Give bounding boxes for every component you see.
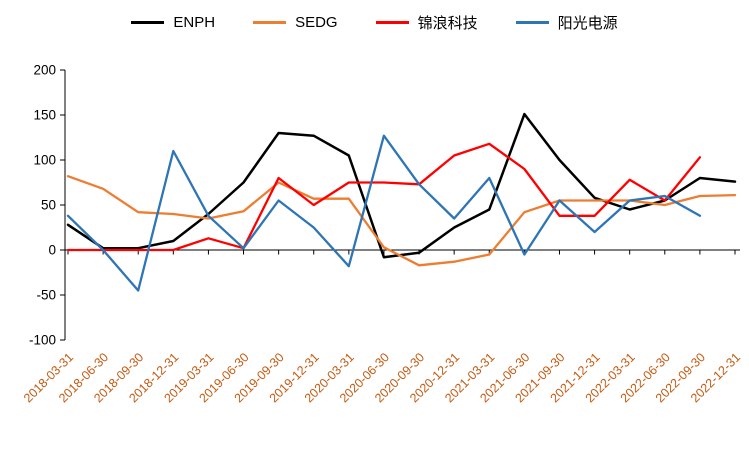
series-line-阳光电源	[66, 134, 702, 292]
legend-item-1: ENPH	[131, 14, 215, 31]
series-line-SEDG	[66, 175, 737, 267]
y-axis-label: 0	[48, 243, 56, 258]
legend-label: 阳光电源	[557, 15, 618, 32]
legend: ENPH SEDG 锦浪科技 阳光电源	[0, 12, 749, 33]
legend-line-swatch	[131, 21, 165, 24]
y-axis-label: -50	[36, 288, 56, 303]
legend-item-2: SEDG	[253, 14, 338, 31]
legend-label: ENPH	[173, 14, 216, 31]
y-axis-label: 100	[33, 153, 56, 168]
legend-item-3: 锦浪科技	[375, 12, 478, 33]
series-line-ENPH	[66, 112, 737, 259]
legend-line-swatch	[375, 21, 409, 24]
y-axis-label: 150	[33, 108, 56, 123]
y-axis-label: 200	[33, 63, 56, 78]
legend-label: 锦浪科技	[417, 15, 478, 32]
legend-line-swatch	[515, 21, 549, 24]
legend-label: SEDG	[295, 14, 338, 31]
y-axis-label: 50	[41, 198, 56, 213]
series-line-锦浪科技	[66, 142, 702, 252]
legend-line-swatch	[253, 21, 287, 24]
legend-item-4: 阳光电源	[515, 12, 618, 33]
y-axis-label: -100	[29, 333, 56, 348]
